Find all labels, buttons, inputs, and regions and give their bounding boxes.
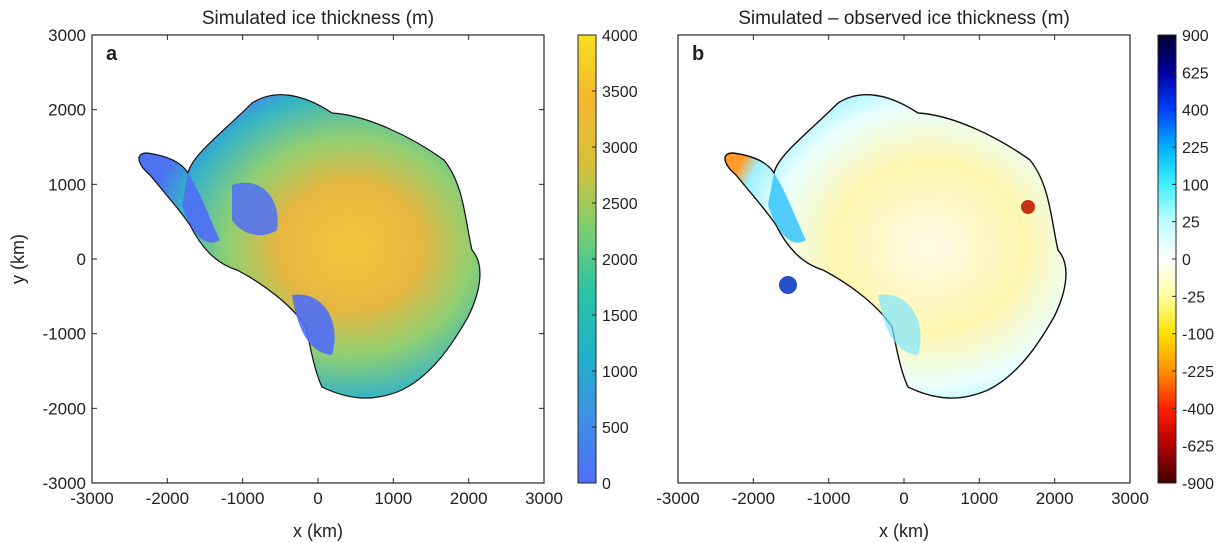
panel-a-label: a [106,43,118,65]
panel-b-ronne-anomaly [878,294,921,355]
colorbar-b-tick-label: -900 [1182,476,1214,493]
colorbar-b-tick-label: -225 [1182,364,1214,381]
panel-a-title: Simulated ice thickness (m) [202,8,434,29]
colorbar-b-tick-label: 225 [1182,140,1209,157]
colorbar-a-ticks: 4000 3500 3000 2500 2000 1500 1000 500 0 [592,28,638,493]
panel-b-x-tick-label: -3000 [656,489,699,508]
colorbar-b-tick-label: 625 [1182,65,1209,82]
panel-b-x-tick-label: -1000 [807,489,850,508]
panel-b-x-tick-label: 3000 [1111,489,1149,508]
panel-a-y-tick-label: 1000 [48,175,86,194]
colorbar-b-tick-label: -25 [1182,289,1205,306]
panel-a-y-tick-label: -3000 [43,474,86,493]
panel-b-x-tick-label: 2000 [1036,489,1074,508]
colorbar-b-ticks: 900 625 400 225 100 25 0 -25 -100 -225 -400 -625 -90… [1172,28,1214,493]
panel-a-y-tick-label: -1000 [43,325,86,344]
panel-a-ross-shelf [232,182,278,236]
panel-b-map [724,94,1067,399]
colorbar-a-tick-label: 2500 [602,196,638,213]
panel-a-x-tick-label: 1000 [374,489,412,508]
panel-b-xlabel: x (km) [879,521,929,541]
panel-b-x-tick-label: 1000 [960,489,998,508]
colorbar-b-tick-label: 400 [1182,103,1209,120]
colorbar-b-tick-label: -100 [1182,327,1214,344]
panel-a-y-tick-label: 0 [77,250,86,269]
panel-b-label: b [692,43,704,65]
panel-a-x-tick-label: 0 [313,489,322,508]
colorbar-b-tick-label: 900 [1182,28,1209,45]
panel-b-x-tick-label: -2000 [732,489,775,508]
colorbar-b-tick-label: 25 [1182,215,1200,232]
panel-a-x-tick-label: -2000 [146,489,189,508]
panel-a-x-tick-label: -1000 [221,489,264,508]
panel-b-hotspot [1021,200,1035,214]
panel-a-x-tick-label: -3000 [70,489,113,508]
colorbar-a-tick-label: 3000 [602,140,638,157]
colorbar-b-tick-label: -625 [1182,439,1214,456]
panel-b-x-tick-label: 0 [899,489,908,508]
panel-a-y-tick-label: 2000 [48,101,86,120]
colorbar-b-tick-label: -400 [1182,401,1214,418]
panel-a-y-tick-label: -2000 [43,399,86,418]
panel-a-ylabel: y (km) [8,234,28,284]
panel-a-y-tick-label: 3000 [48,26,86,45]
panel-a-y-ticks: 3000 2000 1000 0 -1000 -2000 -3000 [43,26,1130,493]
colorbar-a-tick-label: 3500 [602,84,638,101]
panel-a-xlabel: x (km) [293,521,343,541]
colorbar-b-tick-label: 0 [1182,252,1191,269]
panel-a-peninsula-shelf [182,173,220,243]
colorbar-a-tick-label: 4000 [602,28,638,45]
panel-b-peninsula-anomaly [768,173,806,243]
colorbar-a-tick-label: 0 [602,476,611,493]
colorbar-a-tick-label: 2000 [602,252,638,269]
panel-a-ronne-shelf [292,294,335,355]
panel-b-x-ticks: -3000 -2000 -1000 0 1000 2000 3000 [656,35,1149,508]
panel-a-x-tick-label: 2000 [450,489,488,508]
panel-b-title: Simulated – observed ice thickness (m) [738,8,1070,29]
colorbar-a-tick-label: 500 [602,420,629,437]
colorbar-a-tick-label: 1000 [602,364,638,381]
panel-a-x-ticks: -3000 -2000 -1000 0 1000 2000 3000 [70,35,563,508]
colorbar-b-tick-label: 100 [1182,177,1209,194]
panel-a: Simulated ice thickness (m) a -3000 -2000… [8,8,1130,541]
panel-b-coldspot [779,276,797,294]
panel-b: Simulated – observed ice thickness (m) b… [656,8,1214,541]
panel-a-map [138,94,481,399]
colorbar-a-tick-label: 1500 [602,308,638,325]
panel-a-x-tick-label: 3000 [525,489,563,508]
